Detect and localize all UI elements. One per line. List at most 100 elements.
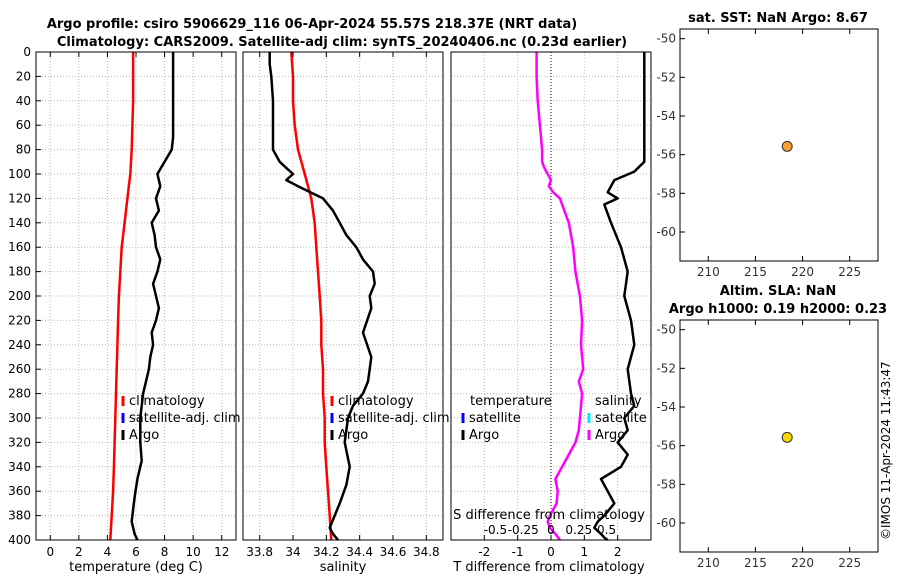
sla-map-ytick-label: -50 (656, 323, 676, 337)
s-difference-tick-label: -0.25 (508, 523, 539, 537)
salinity-xtick-label: 34.2 (313, 545, 340, 559)
salinity-xtick-label: 34 (285, 545, 300, 559)
depth-tick-label: 360 (8, 484, 31, 498)
difference-xtick-label: 2 (614, 545, 622, 559)
depth-tick-label: 260 (8, 362, 31, 376)
temperature-xtick-label: 10 (186, 545, 201, 559)
salinity-xtick-label: 34.4 (346, 545, 373, 559)
copyright-label: ©IMOS 11-Apr-2024 11:43:47 (879, 361, 893, 540)
salinity-climatology-line (290, 51, 333, 541)
s-difference-tick-label: 0.25 (565, 523, 592, 537)
sst-map-xtick-label: 225 (838, 265, 861, 279)
temperature-xtick-label: 6 (132, 545, 140, 559)
temperature-argo-line (130, 52, 175, 541)
depth-tick-label: 380 (8, 509, 31, 523)
sst-map-ytick-label: -56 (656, 148, 676, 162)
legend-temperature-title: temperature (470, 394, 552, 409)
figure-title-line1: Argo profile: csiro 5906629_116 06-Apr-2… (47, 17, 577, 32)
sla-map-ytick-label: -56 (656, 439, 676, 453)
legend-label: Argo (338, 428, 368, 443)
sst-map-ytick-label: -60 (656, 225, 676, 239)
sla-map-ytick-label: -60 (656, 516, 676, 530)
temperature-xlabel: temperature (deg C) (69, 560, 203, 575)
legend-label: satellite (469, 411, 521, 426)
temperature-difference-argo-line (593, 52, 646, 542)
legend-label: climatology (338, 394, 414, 409)
difference-xlabel: T difference from climatology (452, 560, 645, 575)
legend-label: climatology (129, 394, 205, 409)
depth-tick-label: 280 (8, 387, 31, 401)
sst-map-frame (679, 28, 879, 262)
sla-map-argo-point (781, 431, 793, 443)
sst-map-xtick-label: 220 (791, 265, 814, 279)
legend-label: satellite-adj. clim (338, 411, 450, 426)
difference-xtick-label: 0 (547, 545, 555, 559)
legend-label: Argo (595, 428, 625, 443)
depth-tick-label: 120 (8, 191, 31, 205)
difference-xtick-label: -2 (478, 545, 490, 559)
depth-tick-label: 240 (8, 338, 31, 352)
sla-map-xtick-label: 210 (697, 556, 720, 570)
salinity-xlabel: salinity (320, 560, 367, 575)
salinity-argo-line (268, 52, 376, 541)
sla-map-frame (679, 319, 879, 553)
legend-label: Argo (129, 428, 159, 443)
difference-xtick-label: 1 (581, 545, 589, 559)
salinity-frame (242, 51, 444, 541)
depth-tick-label: 320 (8, 435, 31, 449)
legend-salinity-title: salinity (595, 394, 642, 409)
legend-label: satellite-adj. clim (129, 411, 241, 426)
temperature-xtick-label: 8 (161, 545, 169, 559)
sst-map-ytick-label: -58 (656, 186, 676, 200)
depth-tick-label: 60 (16, 118, 31, 132)
difference-panel: -2 -1 0 1 2 S difference from climatology-0.5… (450, 51, 652, 575)
sst-map-xtick-label: 215 (744, 265, 767, 279)
depth-tick-label: 200 (8, 289, 31, 303)
s-difference-tick-label: 0.5 (597, 523, 616, 537)
sla-map-ytick-label: -52 (656, 361, 676, 375)
salinity-difference-argo-line (535, 52, 585, 541)
depth-tick-label: 0 (23, 45, 31, 59)
difference-s-label: S difference from climatology (453, 508, 645, 523)
sla-map-xtick-label: 215 (744, 556, 767, 570)
sla-map-title-line2: Argo h1000: 0.19 h2000: 0.23 (669, 302, 887, 317)
sla-map-xtick-label: 225 (838, 556, 861, 570)
temperature-xtick-label: 0 (46, 545, 54, 559)
temperature-xtick-label: 12 (214, 545, 229, 559)
depth-tick-label: 180 (8, 265, 31, 279)
sst-map-ytick-label: -52 (656, 70, 676, 84)
depth-tick-label: 40 (16, 94, 31, 108)
salinity-panel: 33.8 34 34.2 34.4 34.6 34.8 salinity climatolog… (242, 51, 450, 575)
depth-tick-label: 340 (8, 460, 31, 474)
sst-map-panel: 210 215 220 225 -50 -52 -54 -56 -58 -60 (656, 28, 879, 279)
legend-label: satellite (595, 411, 647, 426)
legend-label: Argo (469, 428, 499, 443)
s-difference-tick-label: 0 (547, 523, 555, 537)
difference-xtick-label: -1 (512, 545, 524, 559)
salinity-xtick-label: 34.8 (413, 545, 440, 559)
temperature-xtick-label: 4 (104, 545, 112, 559)
depth-tick-label: 300 (8, 411, 31, 425)
depth-tick-label: 160 (8, 240, 31, 254)
s-difference-tick-label: -0.5 (484, 523, 507, 537)
figure-title-line2: Climatology: CARS2009. Satellite-adj cli… (57, 35, 627, 50)
sst-map-xtick-label: 210 (697, 265, 720, 279)
temperature-xtick-label: 2 (75, 545, 83, 559)
sla-map-title-line1: Altim. SLA: NaN (720, 284, 836, 299)
sla-map-xtick-label: 220 (791, 556, 814, 570)
sla-map-panel: 210 215 220 225 -50 -52 -54 -56 -58 -60 (656, 319, 879, 570)
depth-tick-label: 220 (8, 313, 31, 327)
sst-map-argo-point (781, 140, 793, 152)
temperature-panel: 0 2 4 6 8 10 120204060801001201401601802002202… (8, 45, 241, 575)
depth-tick-label: 20 (16, 69, 31, 83)
plot-panels: 0 2 4 6 8 10 120204060801001201401601802002202… (8, 28, 879, 575)
sst-map-ytick-label: -54 (656, 109, 676, 123)
depth-tick-label: 80 (16, 143, 31, 157)
depth-tick-label: 140 (8, 216, 31, 230)
sst-map-title: sat. SST: NaN Argo: 8.67 (688, 11, 868, 26)
sla-map-ytick-label: -58 (656, 477, 676, 491)
salinity-xtick-label: 33.8 (246, 545, 273, 559)
sst-map-ytick-label: -50 (656, 32, 676, 46)
depth-tick-label: 400 (8, 533, 31, 547)
